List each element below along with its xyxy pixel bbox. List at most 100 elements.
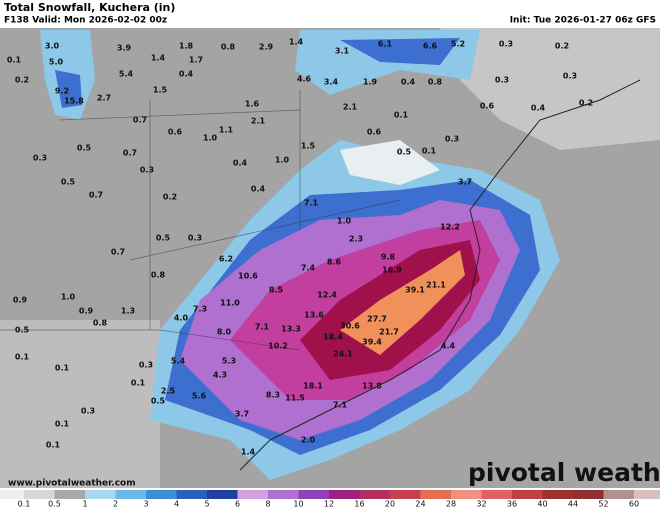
snowfall-label: 0.3 [499,40,513,49]
snowfall-label: 1.8 [179,42,194,51]
colorbar-swatch [390,490,421,499]
snowfall-label: 5.4 [171,357,186,366]
colorbar-label: 3 [143,500,148,509]
colorbar-label: 8 [265,500,270,509]
snowfall-label: 13.8 [362,382,382,391]
snowfall-label: 5.0 [49,58,64,67]
snowfall-label: 6.1 [378,40,393,49]
snowfall-label: 5.6 [192,392,207,401]
colorbar-label: 6 [235,500,240,509]
snowfall-label: 0.1 [7,56,22,65]
snowfall-label: 12.4 [317,291,337,300]
snowfall-label: 3.0 [45,42,60,51]
snowfall-label: 3.7 [235,410,249,419]
snowfall-label: 18.4 [323,333,343,342]
snowfall-label: 0.4 [233,159,248,168]
snowfall-label: 0.1 [15,353,30,362]
snowfall-label: 9.2 [55,87,69,96]
snowfall-label: 6.2 [219,255,233,264]
snowfall-label: 0.8 [221,43,236,52]
colorbar-label: 20 [385,500,395,509]
colorbar-swatch [329,490,360,499]
colorbar-swatch [451,490,482,499]
snowfall-label: 0.1 [131,379,146,388]
snowfall-label: 0.8 [151,271,166,280]
colorbar-label: 5 [204,500,209,509]
snowfall-label: 11.0 [220,299,240,308]
snowfall-label: 1.4 [241,448,256,457]
snowfall-label: 0.6 [168,128,183,137]
snowfall-label: 0.3 [33,154,47,163]
snowfall-label: 10.6 [238,272,258,281]
colorbar-swatch [176,490,207,499]
colorbar-swatch [542,490,573,499]
snowfall-label: 0.3 [495,76,509,85]
header-bar [0,0,660,28]
snowfall-label: 0.3 [81,407,95,416]
init-time: Init: Tue 2026-01-27 06z GFS [510,16,656,26]
snowfall-label: 16.9 [382,266,402,275]
snowfall-label: 0.6 [367,128,382,137]
snowfall-label: 9.8 [381,253,396,262]
snowfall-label: 7.3 [193,305,207,314]
snowfall-label: 5.3 [222,357,236,366]
snowfall-label: 0.7 [123,149,137,158]
snowfall-label: 3.4 [324,78,339,87]
snowfall-label: 3.1 [335,47,350,56]
snowfall-label: 1.6 [245,100,260,109]
snowfall-label: 0.1 [394,111,409,120]
colorbar-label: 52 [598,500,608,509]
snowfall-label: 4.3 [213,371,227,380]
colorbar-swatch [54,490,85,499]
snowfall-label: 1.5 [301,142,316,151]
snowfall-label: 0.7 [133,116,147,125]
snowfall-label: 8.0 [217,328,232,337]
snowfall-label: 6.6 [423,42,438,51]
colorbar-swatch [0,490,24,499]
snowfall-label: 0.7 [89,191,103,200]
colorbar-label: 4 [174,500,179,509]
snowfall-label: 1.7 [189,56,203,65]
colorbar-swatch [146,490,177,499]
light-area [340,140,440,185]
snowfall-label: 1.1 [219,126,234,135]
snowfall-label: 0.3 [140,166,154,175]
snowfall-label: 0.5 [151,397,166,406]
snowfall-label: 0.5 [397,148,412,157]
snowfall-label: 0.1 [46,441,61,450]
snowfall-label: 8.5 [269,286,284,295]
colorbar-label: 60 [629,500,639,509]
valid-time: F138 Valid: Mon 2026-02-02 00z [4,16,167,26]
snowfall-label: 18.1 [303,382,323,391]
snowfall-label: 1.0 [337,217,352,226]
snowfall-label: 1.9 [363,78,378,87]
snowfall-label: 1.0 [275,156,290,165]
snowfall-label: 0.3 [563,72,577,81]
low-snow-area [440,28,660,150]
snowfall-label: 3.7 [458,178,472,187]
colorbar-swatch [481,490,512,499]
colorbar-label: 24 [415,500,425,509]
colorbar-swatch [85,490,116,499]
snowfall-label: 5.2 [451,40,465,49]
website: www.pivotalweather.com [8,479,136,489]
snowfall-label: 3.9 [117,44,132,53]
colorbar-label: 28 [446,500,456,509]
snowfall-label: 7.1 [304,199,319,208]
snowfall-label: 21.1 [426,281,446,290]
snowfall-label: 0.6 [480,102,495,111]
snowfall-label: 0.1 [55,420,70,429]
colorbar-swatch [634,490,660,499]
snowfall-label: 2.9 [259,43,274,52]
colorbar-label: 44 [568,500,578,509]
snowfall-label: 2.5 [161,387,176,396]
snowfall-label: 0.3 [188,234,202,243]
snowfall-label: 0.2 [579,99,593,108]
snowfall-label: 1.0 [61,293,76,302]
snowfall-label: 39.1 [405,286,425,295]
snowfall-label: 0.1 [55,364,70,373]
snowfall-label: 2.3 [349,235,363,244]
colorbar-swatch [420,490,451,499]
snowfall-label: 2.7 [97,94,111,103]
snowfall-label: 2.1 [343,103,358,112]
